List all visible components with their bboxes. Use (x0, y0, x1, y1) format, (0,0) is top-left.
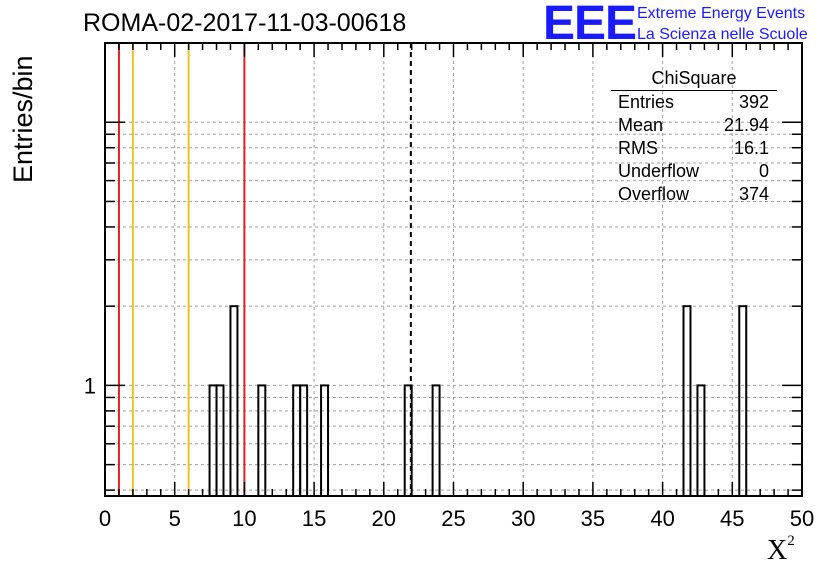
stats-value: 0 (758, 161, 769, 181)
stats-row: RMS 16.1 (611, 137, 777, 160)
axis-ticks (104, 42, 803, 496)
x-tick-label: 20 (372, 506, 396, 531)
logo-line-1: Extreme Energy Events (637, 5, 806, 22)
histogram-bar (215, 384, 225, 497)
x-axis-label: X2 (767, 532, 795, 567)
histogram-bar (229, 305, 239, 497)
x-tick-label: 50 (790, 506, 814, 531)
y-tick-label: 1 (84, 373, 96, 398)
stats-key: Mean (618, 115, 664, 135)
x-tick-label: 40 (650, 506, 674, 531)
x-axis-label-superscript: 2 (787, 532, 795, 549)
stats-row: Mean 21.94 (611, 114, 777, 137)
stats-key: Underflow (618, 161, 700, 181)
x-tick-label: 35 (581, 506, 605, 531)
eee-logo: EEE (543, 0, 637, 50)
x-tick-label: 45 (720, 506, 744, 531)
stats-row: Entries 392 (611, 91, 777, 114)
stats-title: ChiSquare (611, 67, 777, 91)
x-tick-label: 30 (511, 506, 535, 531)
histogram-bar (696, 384, 706, 497)
x-tick-label: 25 (441, 506, 465, 531)
histogram-bar (292, 384, 302, 497)
logo-line-2: La Scienza nelle Scuole (637, 26, 808, 43)
histogram-bar (320, 384, 330, 497)
x-axis-label-base: X (767, 535, 788, 566)
x-tick-label: 0 (99, 506, 111, 531)
x-tick-label: 5 (169, 506, 181, 531)
stats-value: 16.1 (733, 138, 769, 158)
histogram-bar (431, 384, 441, 497)
histogram-bars (208, 305, 748, 497)
stats-box: ChiSquare Entries 392 Mean 21.94 RMS 16.1 U… (611, 67, 777, 206)
histogram-bar (257, 384, 267, 497)
stats-row: Underflow 0 (611, 160, 777, 183)
histogram-bar (208, 384, 218, 497)
stats-value: 21.94 (723, 115, 769, 135)
x-tick-label: 15 (302, 506, 326, 531)
page-title: ROMA-02-2017-11-03-00618 (83, 9, 407, 37)
y-axis-label: Entries/bin (8, 55, 38, 183)
reference-lines (117, 43, 412, 496)
stats-value: 374 (738, 184, 769, 204)
stats-row: Overflow 374 (611, 183, 777, 206)
logo-caption: Extreme Energy Events La Scienza nelle S… (637, 3, 808, 45)
histogram-bar (682, 305, 692, 497)
stats-key: Entries (618, 92, 675, 112)
stats-value: 392 (738, 92, 769, 112)
stats-key: Overflow (618, 184, 690, 204)
tick-labels: 0 5 10 15 20 25 30 35 40 45 50 1 (84, 373, 814, 531)
histogram-bar (299, 384, 309, 497)
stats-key: RMS (618, 138, 658, 158)
x-tick-label: 10 (232, 506, 256, 531)
histogram-bar (738, 305, 748, 497)
